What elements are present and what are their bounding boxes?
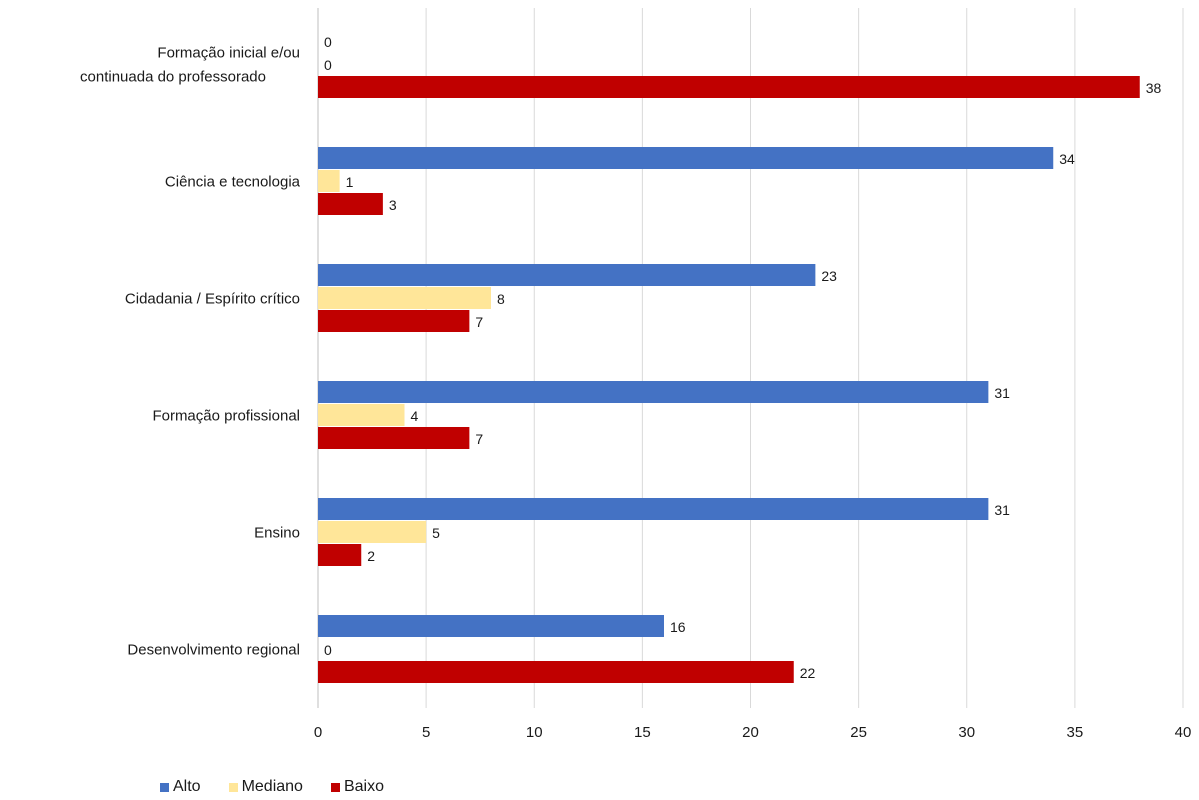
x-tick-label: 35 — [1067, 724, 1084, 741]
data-label: 31 — [994, 385, 1010, 401]
x-tick-label: 5 — [422, 724, 430, 741]
data-label: 7 — [475, 431, 483, 447]
x-tick-labels: 0 5 10 15 20 25 30 35 40 — [314, 724, 1192, 741]
data-label: 34 — [1059, 151, 1075, 167]
bar-mediano — [318, 404, 405, 426]
x-tick-label: 30 — [958, 724, 975, 741]
x-tick-label: 40 — [1175, 724, 1192, 741]
data-label: 4 — [411, 408, 419, 424]
bar-alto — [318, 498, 989, 520]
legend-swatch-baixo — [330, 782, 340, 792]
x-tick-label: 10 — [526, 724, 543, 741]
data-label: 8 — [497, 291, 505, 307]
bar-baixo — [318, 544, 362, 566]
bar-alto — [318, 381, 989, 403]
bar-baixo — [318, 427, 470, 449]
category-label: Cidadania / Espírito crítico — [125, 291, 300, 308]
legend-swatch-alto — [160, 782, 169, 792]
x-tick-label: 25 — [850, 724, 867, 741]
bar-mediano — [318, 521, 427, 543]
category-label: Desenvolvimento regional — [127, 642, 300, 659]
data-label: 0 — [324, 642, 332, 658]
data-label: 23 — [821, 268, 837, 284]
legend-label-baixo: Baixo — [343, 778, 384, 795]
data-label: 16 — [670, 619, 686, 635]
legend: Alto Mediano Baixo — [160, 778, 384, 796]
data-label: 2 — [367, 548, 375, 564]
category-label: Ensino — [254, 525, 300, 542]
data-label: 38 — [1146, 80, 1162, 96]
data-label: 0 — [324, 57, 332, 73]
category-label: Formação inicial e/ou continuada do profe… — [80, 45, 300, 86]
bar-mediano — [318, 170, 340, 192]
data-label: 5 — [432, 525, 440, 541]
bar-alto — [318, 264, 816, 286]
legend-item-mediano: Mediano — [228, 778, 303, 796]
legend-item-alto: Alto — [160, 778, 201, 796]
x-tick-label: 15 — [634, 724, 651, 741]
bar-alto — [318, 147, 1054, 169]
bar-mediano — [318, 287, 491, 309]
category-label: Formação profissional — [152, 408, 300, 425]
bar-baixo — [318, 661, 794, 683]
data-label: 31 — [994, 502, 1010, 518]
legend-label-alto: Alto — [173, 778, 201, 795]
data-label: 0 — [324, 34, 332, 50]
bar-alto — [318, 615, 664, 637]
legend-label-mediano: Mediano — [241, 778, 303, 795]
category-label: Ciência e tecnologia — [165, 174, 301, 191]
data-label: 22 — [800, 665, 816, 681]
x-tick-label: 0 — [314, 724, 322, 741]
x-tick-label: 20 — [742, 724, 759, 741]
bar-baixo — [318, 193, 383, 215]
bar-baixo — [318, 76, 1140, 98]
data-label: 1 — [346, 174, 354, 190]
bar-baixo — [318, 310, 470, 332]
legend-swatch-mediano — [228, 782, 238, 792]
category-labels: Formação inicial e/ou continuada do profe… — [80, 45, 301, 659]
legend-item-baixo: Baixo — [330, 778, 384, 796]
data-label: 3 — [389, 197, 397, 213]
data-label: 7 — [475, 314, 483, 330]
gridlines — [317, 8, 1184, 708]
